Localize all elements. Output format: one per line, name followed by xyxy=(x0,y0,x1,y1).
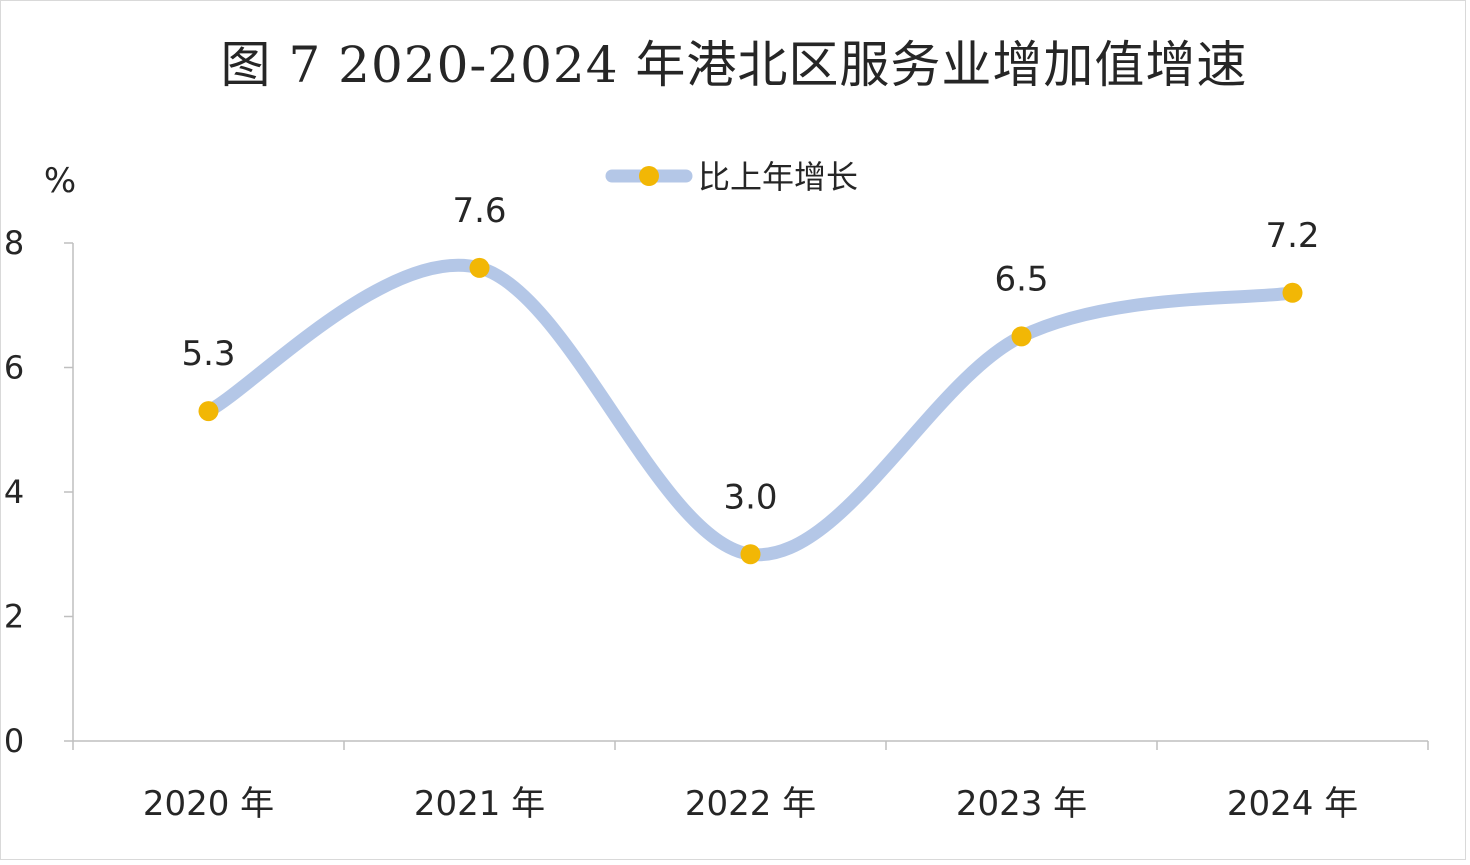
series-line xyxy=(202,258,1299,562)
y-axis-unit-label: % xyxy=(44,161,76,201)
y-tick-label: 0 xyxy=(4,722,24,760)
data-point-marker xyxy=(1011,326,1032,347)
x-category-label: 2023 年 xyxy=(956,784,1087,824)
data-label: 3.0 xyxy=(723,477,777,517)
y-tick-label: 4 xyxy=(4,473,24,511)
data-point-marker xyxy=(198,401,219,422)
y-tick-label: 8 xyxy=(4,224,24,262)
chart-title: 图 7 2020-2024 年港北区服务业增加值增速 xyxy=(220,36,1248,94)
legend-label: 比上年增长 xyxy=(698,158,858,196)
legend-marker-swatch xyxy=(639,166,659,186)
data-point-marker xyxy=(469,257,490,278)
x-category-label: 2020 年 xyxy=(143,784,274,824)
axes: 0 2 4 6 8% 2020 年 2021 年 2022 年 2023 年 2024 年 xyxy=(4,161,1429,824)
x-category-label: 2022 年 xyxy=(685,784,816,824)
data-label: 5.3 xyxy=(181,334,235,374)
series-line-group xyxy=(202,258,1299,562)
data-label: 7.2 xyxy=(1265,216,1319,256)
x-category-label: 2024 年 xyxy=(1227,784,1358,824)
data-label: 6.5 xyxy=(994,259,1048,299)
legend: 比上年增长 xyxy=(605,158,858,196)
x-category-label: 2021 年 xyxy=(414,784,545,824)
data-labels-group: 5.3 7.6 3.0 6.5 7.2 xyxy=(181,191,1319,517)
y-tick-label: 6 xyxy=(4,349,24,387)
data-point-marker xyxy=(1282,282,1303,303)
markers-group xyxy=(198,257,1303,565)
data-point-marker xyxy=(740,544,761,565)
y-tick-label: 2 xyxy=(4,598,24,636)
data-label: 7.6 xyxy=(452,191,506,231)
